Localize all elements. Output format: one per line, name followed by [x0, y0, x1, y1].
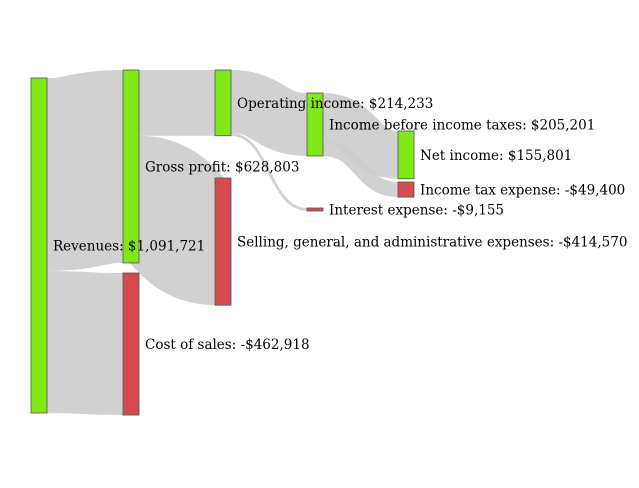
node-gross-profit	[122, 69, 140, 264]
label-gross-profit: Gross profit: $628,803	[145, 159, 299, 175]
label-revenues: Revenues: $1,091,721	[53, 239, 205, 255]
link-operating_income-to-income_before_tax	[229, 69, 309, 156]
links-layer	[45, 69, 401, 416]
node-income-before-tax	[306, 92, 324, 157]
node-net-income	[397, 130, 415, 180]
label-net-income: Net income: $155,801	[420, 148, 572, 164]
label-income-before-tax: Income before income taxes: $205,201	[329, 117, 595, 133]
link-operating_income-to-interest_expense	[230, 132, 308, 211]
link-income_before_tax-to-income_tax	[322, 140, 399, 198]
nodes-layer	[30, 69, 415, 416]
label-operating-income: Operating income: $214,233	[237, 96, 433, 112]
node-cost-of-sales	[122, 272, 140, 416]
label-income-tax: Income tax expense: -$49,400	[420, 183, 625, 199]
node-revenues	[30, 77, 48, 414]
link-revenues-to-gross_profit	[45, 70, 125, 271]
labels-layer: Revenues: $1,091,721 Gross profit: $628,8…	[53, 96, 627, 353]
node-income-tax	[397, 181, 415, 198]
node-sga	[214, 177, 232, 306]
label-cost-of-sales: Cost of sales: -$462,918	[145, 337, 310, 353]
link-revenues-to-cost_of_sales	[46, 270, 124, 416]
node-operating-income	[214, 69, 232, 137]
link-gross_profit-to-sga	[122, 135, 232, 306]
label-interest-expense: Interest expense: -$9,155	[329, 203, 504, 219]
link-income_before_tax-to-net_income	[320, 92, 401, 179]
node-interest-expense	[306, 207, 324, 212]
label-sga: Selling, general, and administrative exp…	[237, 235, 627, 251]
